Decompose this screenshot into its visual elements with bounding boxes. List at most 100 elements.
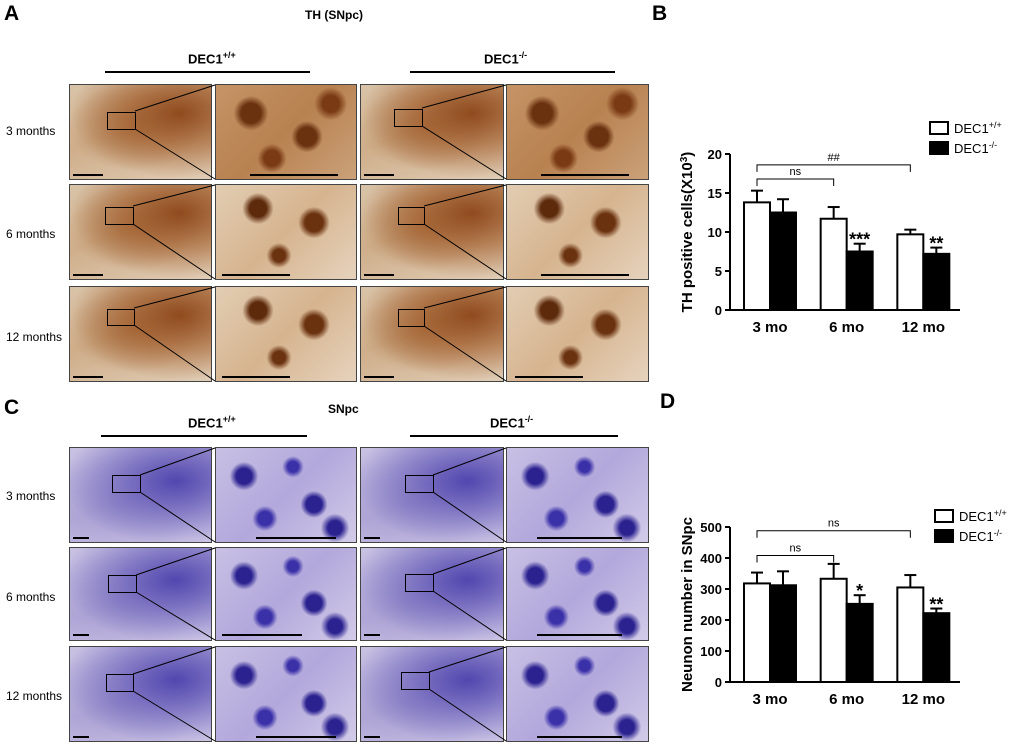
nissl-ko-12mo-high [506,646,649,742]
x-tick-label: 12 mo [902,691,945,708]
panel-c-label: C [4,396,20,419]
panel-a-label: A [4,2,20,25]
chart-d: 0 100 200 300 400 500 Neunon number in SNpc 3 m… [679,508,1007,708]
panel-b-label: B [652,2,668,25]
th-wt-12mo-low [69,286,212,382]
y-tick-label: 400 [700,551,722,566]
inset-box [106,674,134,692]
y-tick-label: 0 [715,675,722,690]
bracket-label: ns [790,166,802,178]
row-label-3-months: 3 months [6,124,56,138]
significance-annotation: *** [849,230,870,250]
y-tick-label: 20 [708,147,722,162]
scale-bar [250,174,338,176]
scale-bar [73,376,103,378]
row-label-12-months: 12 months [6,689,63,703]
bar-ko-2 [922,612,951,683]
inset-box [108,575,137,593]
legend-label-ko: DEC1-/- [954,140,997,156]
y-axis-label: TH positive cells(X103) [679,152,697,313]
nissl-ko-3mo-low [360,447,504,543]
panel-c-ko-header: DEC1-/- [490,414,534,431]
bracket-label: ## [828,152,841,164]
x-tick-label: 3 mo [752,319,787,336]
nissl-wt-6mo-low [69,547,212,641]
th-wt-6mo-high [215,184,357,280]
x-tick-label: 12 mo [902,319,945,336]
scale-bar [73,174,103,176]
scale-bar [364,634,380,636]
nissl-ko-3mo-high [506,447,649,543]
y-tick-label: 300 [700,582,722,597]
chart-b: 0 5 10 15 20 TH positive cells(X103) 3 mo 6 mo 1… [679,120,1002,336]
row-label-6-months: 6 months [6,227,56,241]
y-tick-label: 200 [700,613,722,628]
significance-annotation: ** [929,234,943,254]
comparison-bracket [756,555,835,563]
th-ko-3mo-low [360,84,504,180]
panel-c-ko-line [410,435,618,437]
bar-wt-1 [819,577,848,683]
scale-bar [537,634,622,636]
scale-bar [256,736,336,738]
legend-swatch-wt [929,121,949,135]
inset-box [112,475,141,493]
comparison-bracket [756,178,835,186]
inset-box [405,475,434,493]
scale-bar [364,174,394,176]
bracket-label: ns [828,518,840,530]
y-tick-label: 100 [700,644,722,659]
y-tick-label: 15 [708,186,722,201]
bar-wt-1 [819,217,848,311]
panel-a-ko-header: DEC1-/- [484,50,528,67]
x-tick-label: 6 mo [829,319,864,336]
bar-ko-0 [769,211,797,311]
nissl-wt-6mo-high [215,547,357,641]
row-label-6-months: 6 months [6,590,56,604]
y-tick-label: 0 [715,303,722,318]
th-wt-12mo-high [215,286,357,382]
inset-box [398,309,425,327]
inset-box [405,574,434,592]
panel-a-wt-line [105,71,310,73]
scale-bar [537,736,622,738]
scale-bar [73,634,89,636]
scale-bar [515,376,583,378]
th-ko-12mo-low [360,286,504,382]
bar-ko-1 [845,602,874,683]
y-tick-label: 5 [715,264,722,279]
bar-ko-2 [922,252,951,311]
scale-bar [73,736,89,738]
nissl-ko-12mo-low [360,646,504,742]
x-tick-label: 6 mo [829,691,864,708]
panel-c-wt-line [101,435,307,437]
legend-swatch-ko [934,529,954,543]
scale-bar [364,274,394,276]
inset-box [107,112,136,130]
comparison-bracket [756,530,911,538]
th-wt-6mo-low [69,184,212,280]
th-ko-3mo-high [506,84,649,180]
scale-bar [541,174,629,176]
y-tick-label: 500 [700,520,722,535]
bar-ko-1 [845,250,874,311]
bar-wt-2 [896,233,925,311]
significance-annotation: * [856,581,863,601]
legend-label-ko: DEC1-/- [959,528,1002,544]
comparison-bracket [756,164,911,172]
scale-bar [222,274,290,276]
nissl-ko-6mo-low [360,547,504,641]
y-axis-label-text: TH positive cells(X10 [679,162,696,312]
scale-bar [222,376,290,378]
y-axis-label-end: ) [679,152,696,157]
panel-a-title: TH (SNpc) [305,8,363,22]
panel-a-ko-line [410,71,615,73]
inset-box [394,109,423,127]
inset-box [105,207,134,225]
row-label-3-months: 3 months [6,489,56,503]
y-axis-label-text: Neunon number in SNpc [679,517,696,692]
scale-bar [73,274,103,276]
legend-label-wt: DEC1+/+ [954,120,1002,136]
inset-box [401,672,430,690]
scale-bar [541,274,629,276]
